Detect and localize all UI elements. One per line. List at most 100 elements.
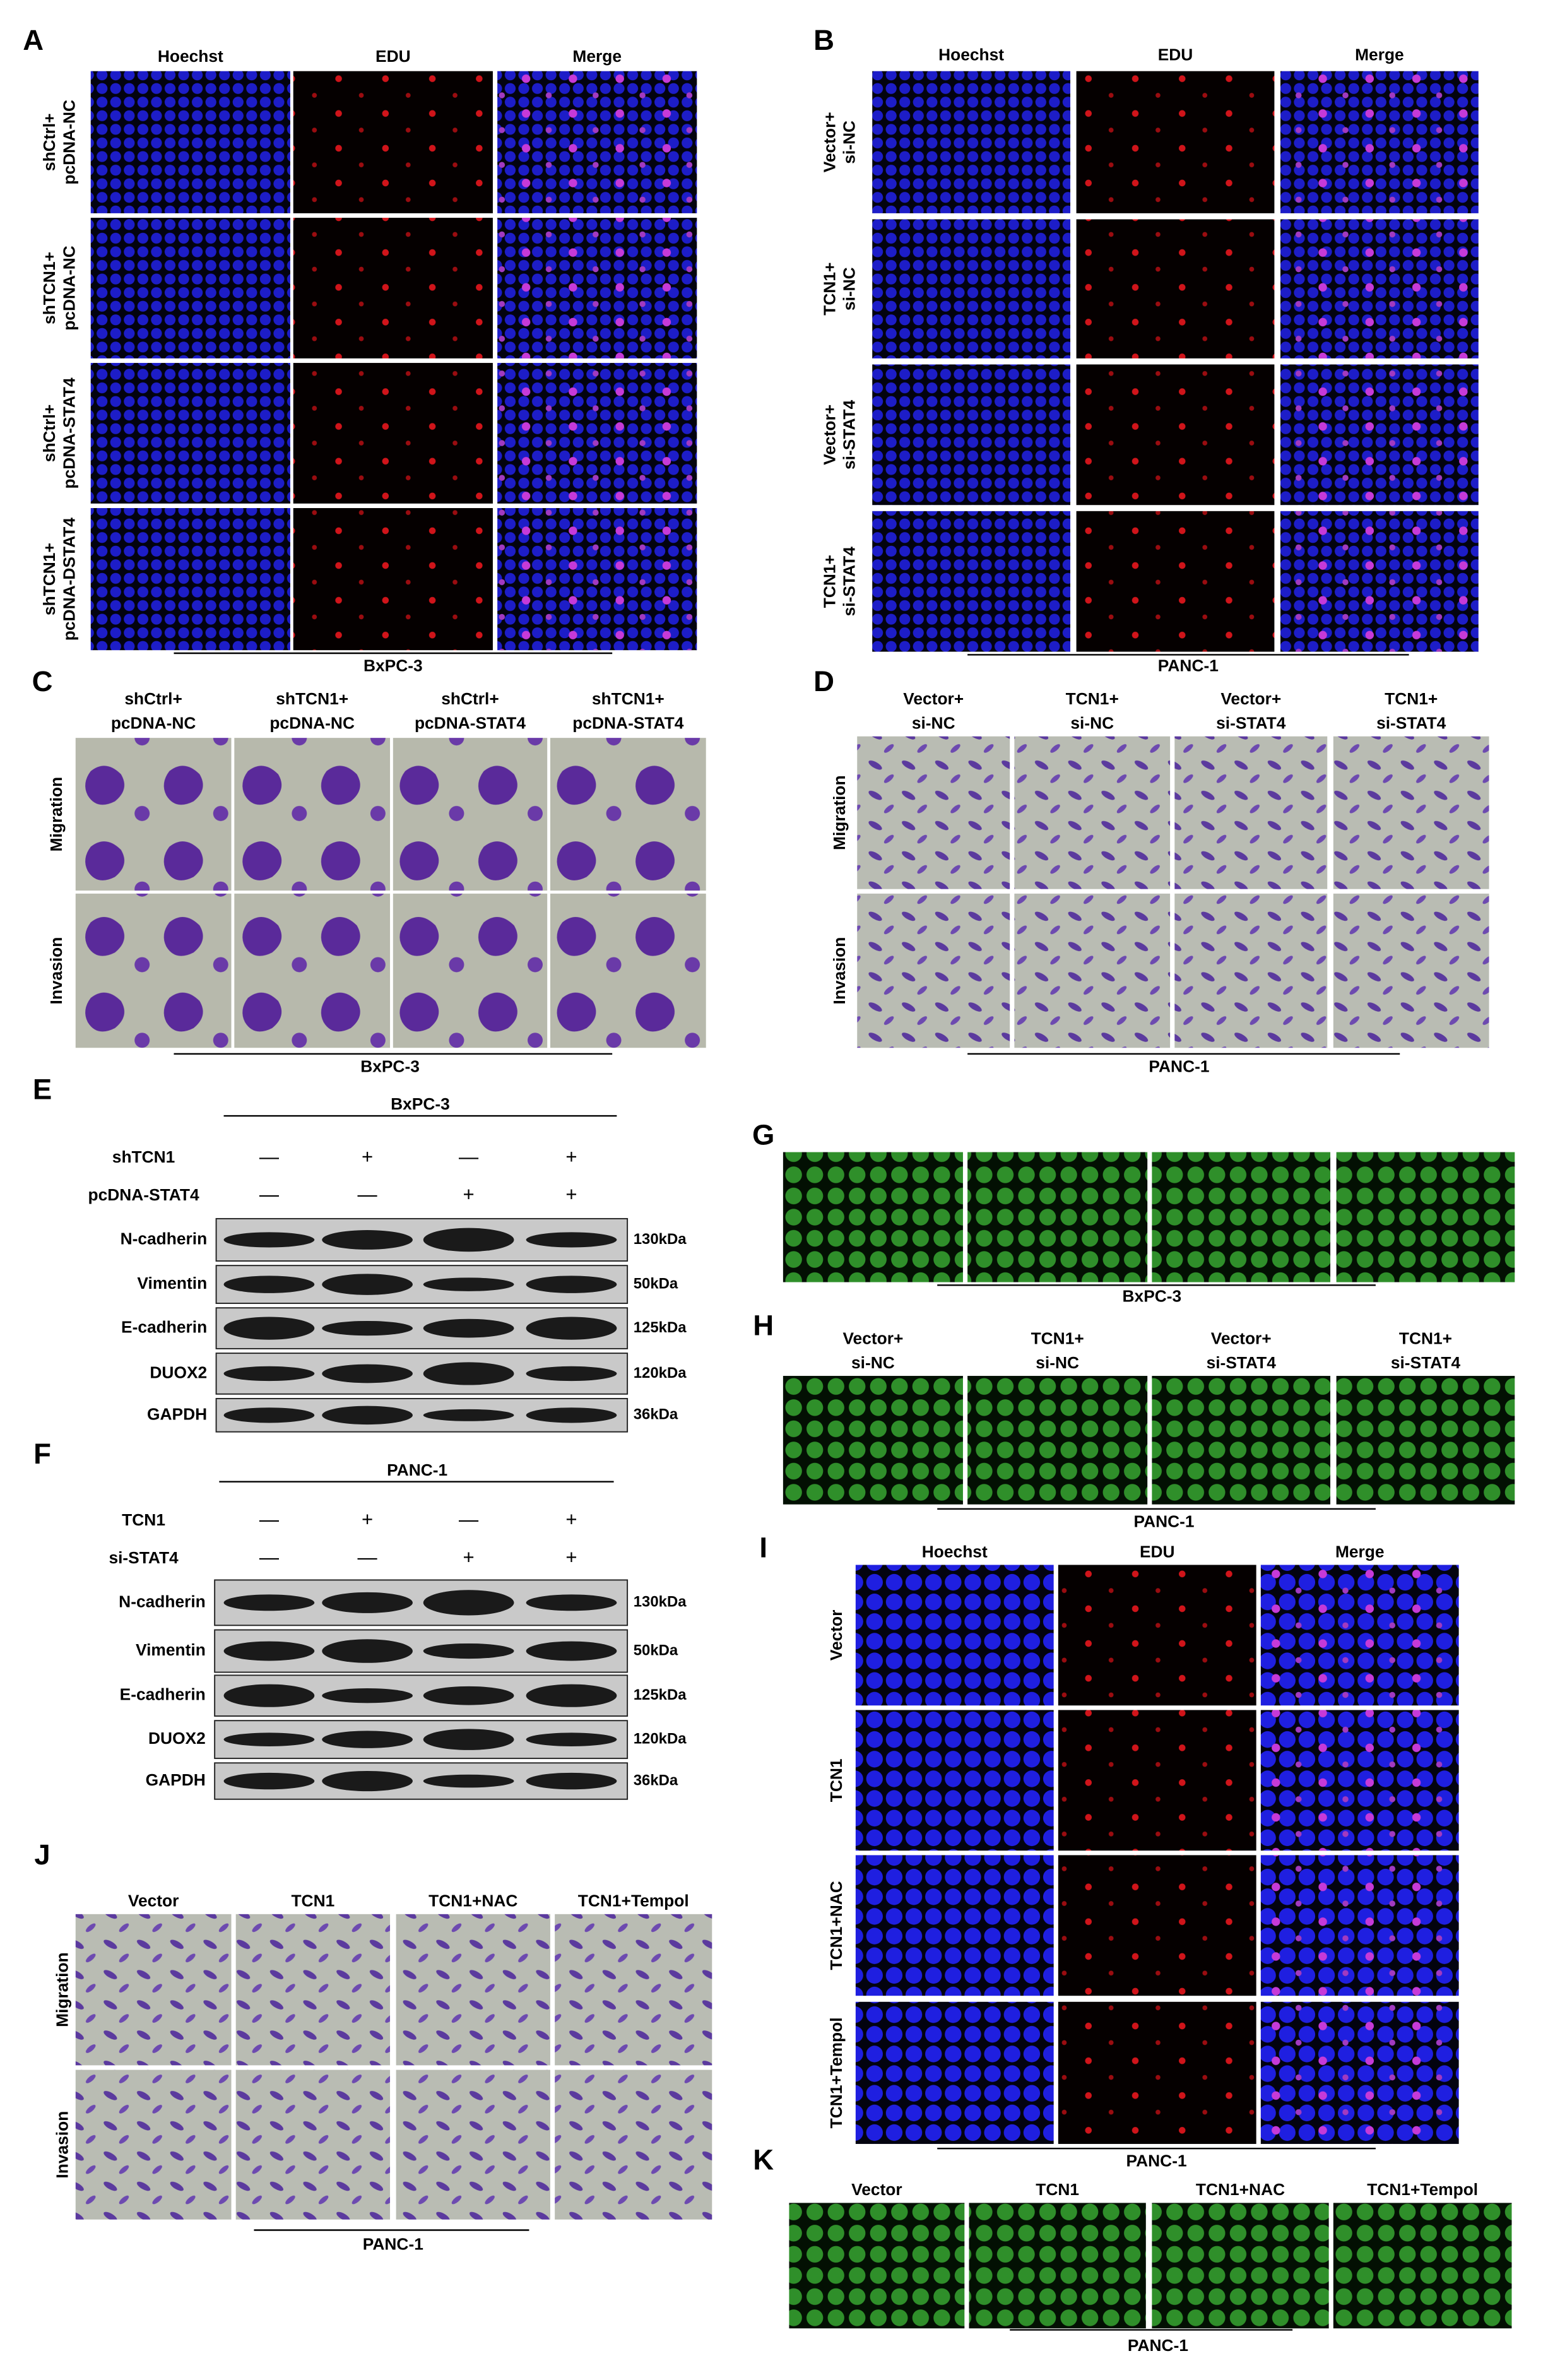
- micrograph: [1058, 1565, 1256, 1706]
- micrograph-overlay: [497, 71, 697, 213]
- micrograph: [555, 1914, 712, 2066]
- micrograph: [857, 736, 1010, 889]
- blot-band: [423, 1686, 514, 1705]
- panel: J Vector TCN1 TCN1+NAC TCN1+Tempol Migration I…: [34, 1838, 712, 2253]
- blot-band: [526, 1366, 617, 1382]
- blot-band: [223, 1594, 315, 1611]
- condition-sign: +: [565, 1183, 577, 1205]
- cell-line: BxPC-3: [363, 656, 423, 675]
- column-header: pcDNA-NC: [111, 714, 196, 733]
- column-header: shCtrl+: [124, 689, 182, 708]
- panel: I Hoechst EDU Merge Vector TCN1 TCN1+NAC TCN1+T…: [759, 1532, 1459, 2170]
- row-label: Vector: [827, 1610, 846, 1661]
- blot-band: [423, 1228, 514, 1252]
- band-size: 120kDa: [634, 1365, 687, 1382]
- micrograph: [1174, 893, 1328, 1048]
- blot-band: [322, 1230, 413, 1250]
- blot-band: [423, 1729, 514, 1750]
- blot-band: [223, 1276, 315, 1293]
- micrograph-overlay: [497, 508, 697, 651]
- condition-sign: +: [565, 1508, 577, 1530]
- micrograph: [234, 893, 391, 1048]
- micrograph: [789, 2203, 965, 2329]
- column-header: si-STAT4: [1216, 714, 1286, 733]
- panel-label: G: [752, 1119, 774, 1151]
- micrograph: [1152, 2203, 1329, 2329]
- row-label: TCN1+NAC: [827, 1881, 846, 1970]
- panel-label: C: [32, 665, 53, 697]
- micrograph: [1014, 893, 1171, 1048]
- micrograph: [1076, 511, 1275, 652]
- panel-label: H: [753, 1309, 774, 1341]
- blot-band: [526, 1232, 617, 1248]
- micrograph-overlay: [1280, 364, 1479, 506]
- row-label: TCN1+: [820, 555, 839, 608]
- cell-line: PANC-1: [1133, 1512, 1194, 1530]
- blot-band: [223, 1684, 315, 1707]
- micrograph-overlay: [497, 363, 697, 504]
- band-size: 130kDa: [634, 1594, 687, 1611]
- blot-band: [526, 1594, 617, 1611]
- column-header: Vector: [851, 2180, 902, 2199]
- condition-label: TCN1: [122, 1510, 165, 1529]
- blot-band: [423, 1318, 514, 1338]
- blot-band: [223, 1772, 315, 1790]
- micrograph: [293, 71, 493, 213]
- micrograph: [555, 2069, 712, 2220]
- micrograph: [1076, 219, 1275, 358]
- condition-sign: —: [459, 1146, 479, 1168]
- micrograph-overlay: [497, 218, 697, 358]
- column-header: si-STAT4: [1391, 1353, 1461, 1372]
- column-header: shCtrl+: [441, 689, 499, 708]
- blot-band: [322, 1731, 413, 1748]
- row-label: pcDNA-NC: [59, 100, 78, 185]
- cell-line: PANC-1: [1149, 1057, 1209, 1075]
- micrograph: [90, 508, 290, 651]
- column-header: shTCN1+: [276, 689, 348, 708]
- blot-band: [526, 1772, 617, 1790]
- row-label: si-NC: [839, 267, 858, 311]
- protein-label: E-cadherin: [121, 1318, 207, 1337]
- panel: GshCtrl+pcDNA-NCshTCN1+pcDNA-NCshCtrl+pc…: [752, 1119, 1515, 1305]
- condition-label: shTCN1: [112, 1147, 175, 1166]
- panel: D Vector+ si-NC TCN1+ si-NC Vector+ si-STAT4 TC…: [813, 665, 1489, 1075]
- cell-line: PANC-1: [1158, 656, 1219, 675]
- column-header: TCN1+: [1031, 1329, 1084, 1348]
- column-header: pcDNA-STAT4: [415, 714, 526, 733]
- panel-label: K: [753, 2144, 774, 2176]
- micrograph-overlay: [1280, 511, 1479, 652]
- micrograph-overlay: [1260, 1710, 1459, 1851]
- blot-band: [423, 1643, 514, 1659]
- column-header: TCN1+: [1399, 1329, 1452, 1348]
- micrograph: [75, 1914, 232, 2066]
- panel: K Vector TCN1 TCN1+NAC TCN1+Tempol PANC-1: [753, 2144, 1512, 2355]
- row-label: pcDNA-STAT4: [59, 377, 78, 488]
- column-header: si-NC: [1036, 1353, 1079, 1372]
- column-header: TCN1+Tempol: [578, 1892, 689, 1910]
- micrograph: [550, 738, 706, 891]
- blot-band: [423, 1277, 514, 1291]
- column-header: Vector+: [1211, 1329, 1272, 1348]
- micrograph: [872, 71, 1071, 213]
- cell-line: PANC-1: [387, 1460, 447, 1479]
- protein-label: GAPDH: [147, 1404, 207, 1423]
- micrograph: [872, 511, 1071, 652]
- column-header: si-NC: [851, 1353, 895, 1372]
- micrograph: [1152, 1152, 1331, 1282]
- micrograph: [872, 219, 1071, 358]
- micrograph: [783, 1376, 963, 1505]
- row-label: Vector+: [820, 112, 839, 172]
- blot-band: [526, 1732, 617, 1746]
- column-header: TCN1+NAC: [428, 1892, 517, 1910]
- row-label: Migration: [53, 1952, 72, 2027]
- blot-band: [526, 1407, 617, 1423]
- condition-sign: —: [459, 1508, 479, 1530]
- micrograph: [1174, 736, 1328, 889]
- blot-band: [423, 1362, 514, 1385]
- column-header: si-STAT4: [1376, 714, 1446, 733]
- row-label: shTCN1+: [40, 543, 59, 615]
- column-header: Merge: [572, 47, 622, 66]
- panel: E BxPC-3 shTCN1 — + — + pcDNA-STAT4 — — + + N-cadher…: [33, 1074, 687, 1433]
- micrograph: [90, 363, 290, 504]
